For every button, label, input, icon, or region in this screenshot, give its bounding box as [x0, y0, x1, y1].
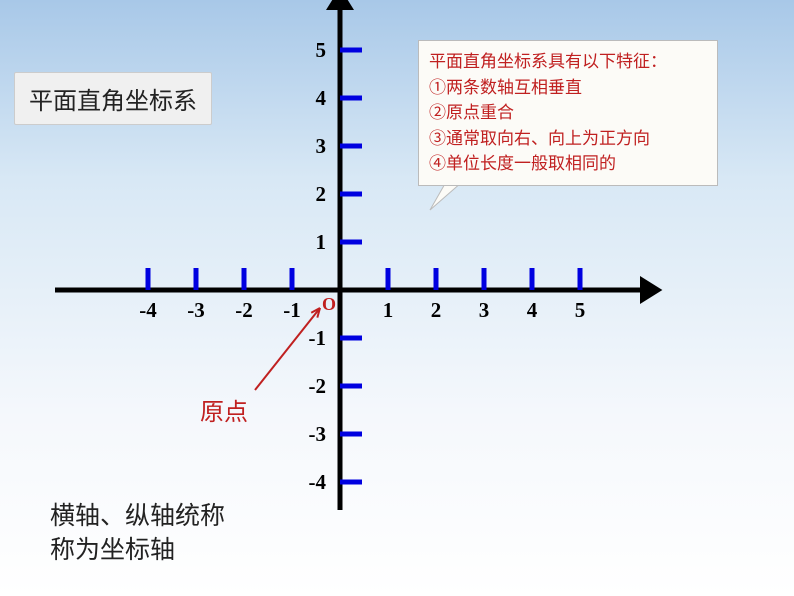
tick-label: -2 — [235, 298, 253, 323]
tick-label: -2 — [309, 374, 327, 399]
tick-label: -3 — [309, 422, 327, 447]
bottom-text-line-1: 横轴、纵轴统称 — [50, 500, 225, 534]
features-callout: 平面直角坐标系具有以下特征： ①两条数轴互相垂直 ②原点重合 ③通常取向右、向上… — [418, 40, 718, 186]
bottom-text: 横轴、纵轴统称 称为坐标轴 — [50, 500, 225, 568]
tick-label: 2 — [431, 298, 442, 323]
tick-label: -3 — [187, 298, 205, 323]
callout-line-5: ④单位长度一般取相同的 — [429, 151, 707, 177]
tick-label: 2 — [316, 182, 327, 207]
tick-label: 5 — [316, 38, 327, 63]
o-marker: O — [322, 294, 336, 315]
tick-label: 1 — [383, 298, 394, 323]
tick-label: 5 — [575, 298, 586, 323]
tick-label: 3 — [316, 134, 327, 159]
bottom-text-line-2: 称为坐标轴 — [50, 534, 225, 568]
callout-line-1: 平面直角坐标系具有以下特征： — [429, 49, 707, 75]
tick-label: -4 — [139, 298, 157, 323]
callout-line-2: ①两条数轴互相垂直 — [429, 75, 707, 101]
callout-line-4: ③通常取向右、向上为正方向 — [429, 126, 707, 152]
tick-label: 3 — [479, 298, 490, 323]
tick-label: 4 — [527, 298, 538, 323]
callout-line-3: ②原点重合 — [429, 100, 707, 126]
title-box: 平面直角坐标系 — [14, 72, 212, 125]
origin-label: 原点 — [200, 392, 248, 427]
tick-label: 1 — [316, 230, 327, 255]
tick-label: -1 — [283, 298, 301, 323]
title-text: 平面直角坐标系 — [29, 88, 197, 115]
diagram-root: 平面直角坐标系 平面直角坐标系具有以下特征： ①两条数轴互相垂直 ②原点重合 ③… — [0, 0, 794, 596]
tick-label: -1 — [309, 326, 327, 351]
tick-label: 4 — [316, 86, 327, 111]
tick-label: -4 — [309, 470, 327, 495]
